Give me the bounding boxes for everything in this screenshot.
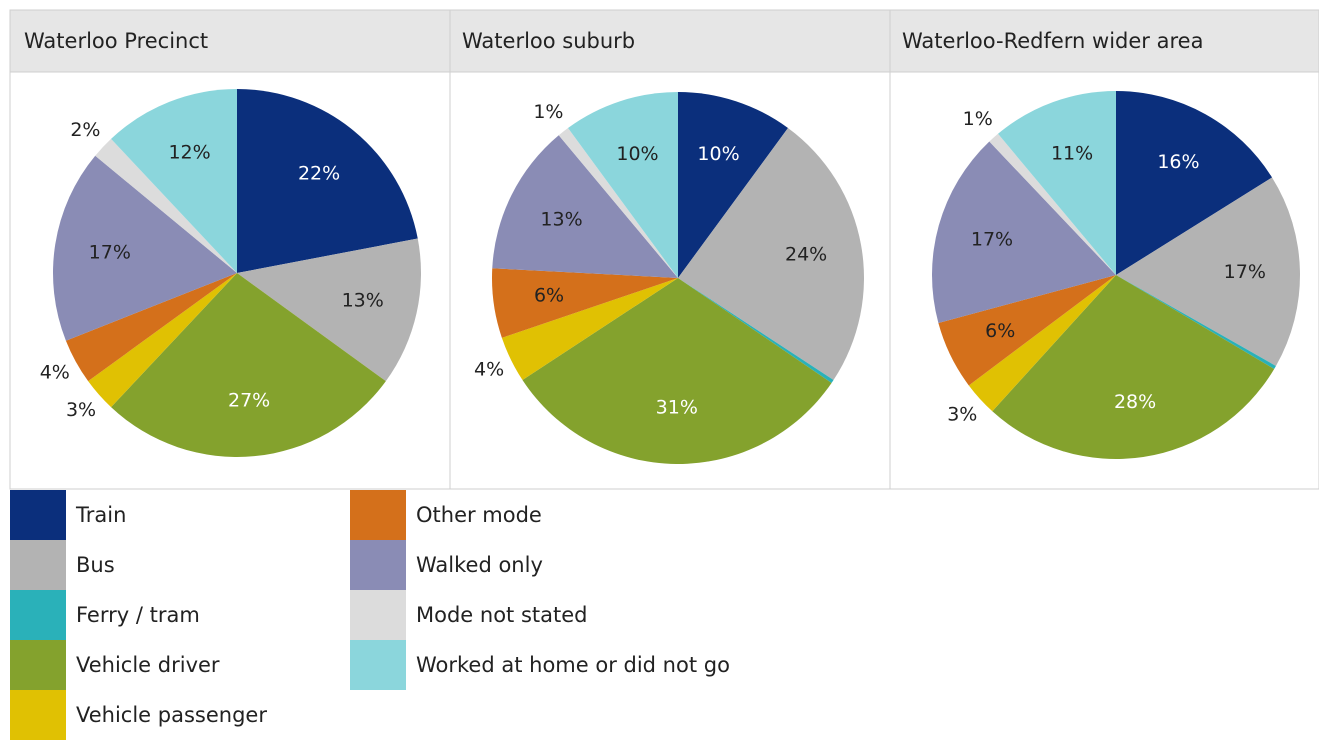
data-label: 24%: [785, 243, 827, 265]
pie-slice: [65, 273, 237, 382]
data-label: 3%: [66, 399, 96, 421]
chart-title: Waterloo-Redfern wider area: [902, 29, 1203, 53]
legend-swatch: [350, 540, 406, 590]
legend-label: Walked only: [416, 553, 543, 577]
pie-slice: [491, 268, 678, 338]
data-label: 3%: [947, 404, 977, 426]
pie-slice: [95, 138, 238, 273]
pie-slice: [237, 273, 386, 382]
pie-slice: [989, 133, 1116, 275]
pie-slice: [1116, 91, 1273, 275]
legend-swatch: [10, 490, 66, 540]
pie-slice: [1116, 177, 1301, 366]
legend-swatch: [350, 640, 406, 690]
legend-label: Ferry / tram: [76, 603, 200, 627]
data-label: 16%: [1157, 151, 1199, 173]
legend-label: Train: [75, 503, 126, 527]
legend-swatch: [350, 590, 406, 640]
data-label: 2%: [70, 119, 100, 141]
legend-swatch: [10, 690, 66, 740]
legend-label: Vehicle driver: [76, 653, 220, 677]
data-label: 10%: [697, 143, 739, 165]
legend-swatch: [10, 540, 66, 590]
pie-slice: [522, 278, 832, 465]
pie-slice: [678, 278, 834, 383]
legend-label: Worked at home or did not go: [416, 653, 730, 677]
pie-slice: [237, 89, 418, 273]
legend-swatch: [10, 640, 66, 690]
pie-slice: [111, 273, 386, 458]
pie-slice: [998, 91, 1116, 275]
legend-label: Vehicle passenger: [76, 703, 267, 727]
data-label: 1%: [533, 101, 563, 123]
data-label: 12%: [168, 142, 210, 164]
data-label: 6%: [985, 320, 1015, 342]
pie-slice: [111, 89, 237, 273]
pie-slice: [1116, 275, 1276, 370]
data-label: 27%: [228, 390, 270, 412]
pie-slice: [558, 128, 678, 278]
pie-slice: [492, 135, 678, 278]
pie-slice: [678, 128, 864, 381]
data-label: 17%: [971, 229, 1013, 251]
pie-slice: [932, 141, 1116, 324]
header-row: [9, 9, 1319, 73]
pie-slice: [88, 273, 238, 408]
data-label: 1%: [963, 108, 993, 130]
chart-title: Waterloo suburb: [462, 29, 635, 53]
data-label: 17%: [1224, 261, 1266, 283]
data-label: 4%: [474, 359, 504, 381]
pie-slice: [237, 238, 421, 382]
data-label: 11%: [1051, 142, 1093, 164]
pie-slice: [938, 275, 1116, 386]
data-label: 28%: [1114, 391, 1156, 413]
data-label: 13%: [342, 290, 384, 312]
data-label: 10%: [616, 143, 658, 165]
legend-label: Bus: [76, 553, 115, 577]
pie-slice: [968, 275, 1116, 412]
legend-swatch: [10, 590, 66, 640]
data-label: 17%: [89, 241, 131, 263]
data-label: 22%: [298, 162, 340, 184]
data-label: 6%: [534, 284, 564, 306]
pie-slice: [501, 278, 678, 381]
chart-title: Waterloo Precinct: [24, 29, 208, 53]
pie-slice: [992, 275, 1275, 459]
data-label: 13%: [540, 208, 582, 230]
pie-slice: [568, 92, 678, 278]
data-label: 31%: [656, 397, 698, 419]
legend-swatch: [350, 490, 406, 540]
legend-label: Mode not stated: [416, 603, 588, 627]
legend-label: Other mode: [416, 503, 542, 527]
pie-slice: [53, 155, 238, 341]
data-label: 4%: [40, 362, 70, 384]
pie-slice: [678, 92, 788, 278]
